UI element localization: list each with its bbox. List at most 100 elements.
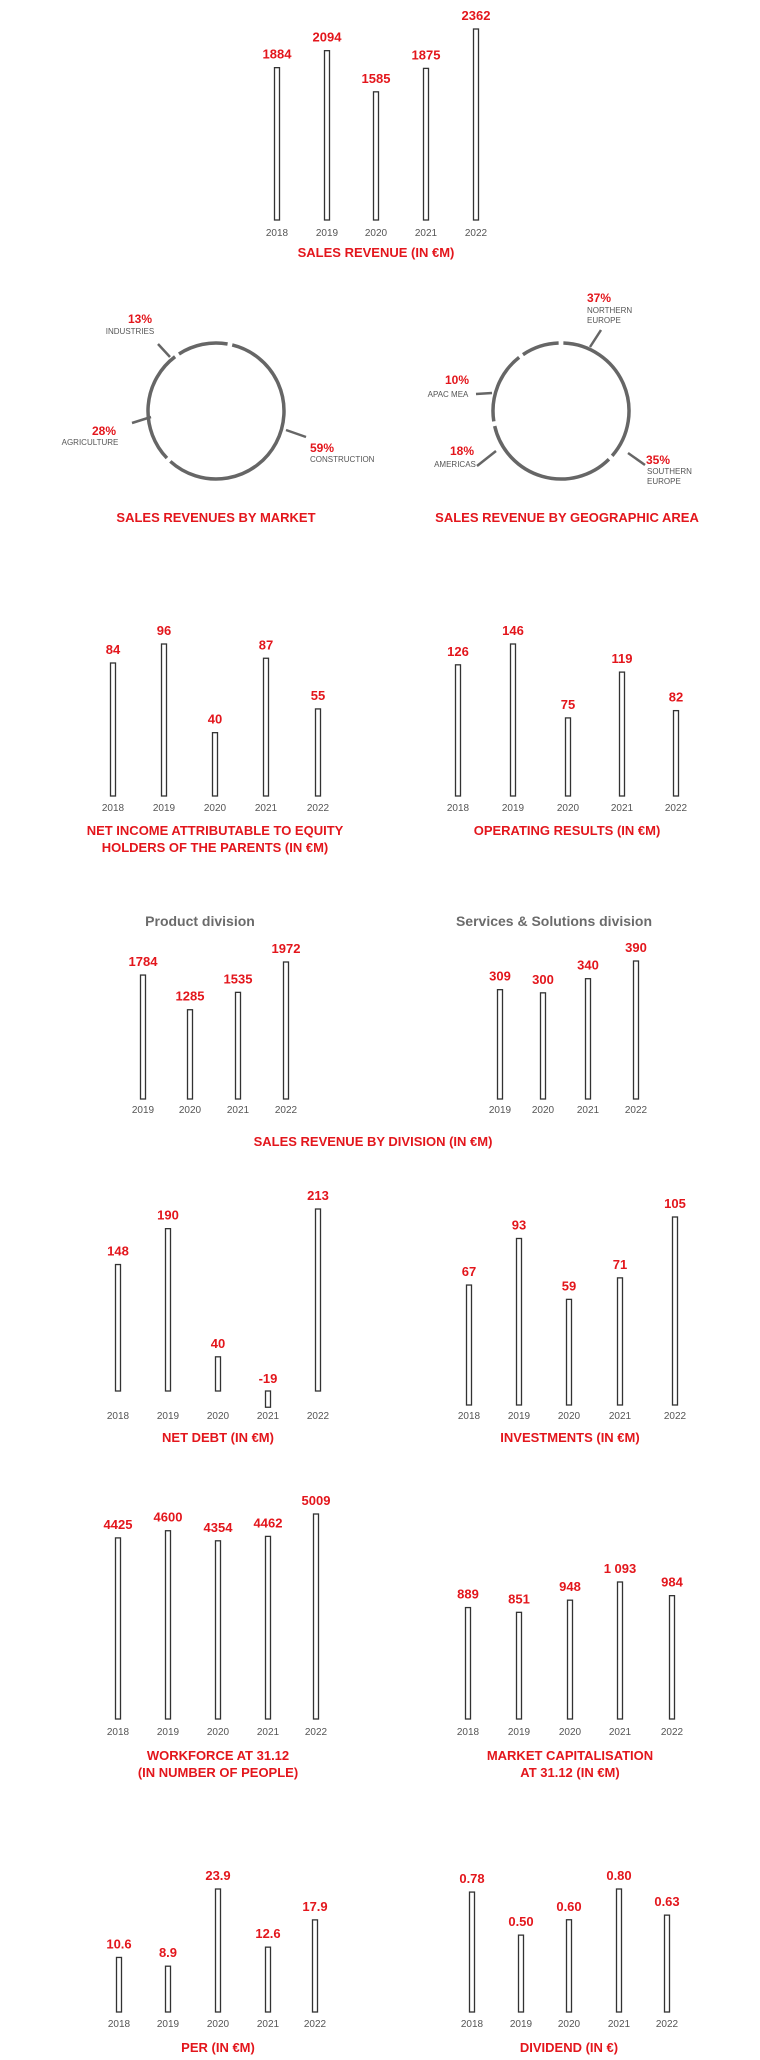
pie-slice [492, 425, 611, 481]
slice-percent: 59% [310, 441, 334, 455]
value-label: 1 093 [604, 1561, 637, 1576]
bar [115, 1956, 123, 2013]
bar [323, 50, 331, 221]
category-label: 2020 [207, 1411, 230, 1422]
bar [264, 1946, 272, 2013]
category-label: 2019 [132, 1105, 155, 1116]
value-label: 1585 [362, 71, 391, 86]
value-label: 4425 [104, 1517, 133, 1532]
pie-slice [521, 341, 559, 357]
value-label: 851 [508, 1591, 530, 1606]
bar [214, 1540, 222, 1720]
category-label: 2018 [457, 1727, 480, 1738]
value-label: 8.9 [159, 1945, 177, 1960]
pie-slice [563, 341, 631, 457]
slice-label: APAC MEA [428, 390, 469, 399]
bar [565, 1298, 573, 1406]
value-label: 71 [613, 1257, 627, 1272]
value-label: 4354 [204, 1520, 234, 1535]
category-label: 2022 [656, 2019, 679, 2030]
value-label: 948 [559, 1579, 581, 1594]
category-label: 2019 [508, 1411, 531, 1422]
chart-title: WORKFORCE AT 31.12 [147, 1748, 289, 1763]
slice-percent: 13% [128, 312, 152, 326]
slice-label: EUROPE [587, 316, 621, 325]
chart-title: INVESTMENTS (IN €M) [500, 1430, 639, 1445]
chart-title: NET INCOME ATTRIBUTABLE TO EQUITY [87, 823, 344, 838]
chart-title: SALES REVENUE (IN €M) [298, 245, 455, 260]
value-label: 190 [157, 1208, 179, 1223]
bar [616, 1277, 624, 1406]
chart-title: AT 31.12 (IN €M) [520, 1765, 619, 1780]
bar [464, 1606, 472, 1720]
value-label: 84 [106, 642, 121, 657]
slice-percent: 28% [92, 424, 116, 438]
slice-label: NORTHERN [587, 306, 632, 315]
value-label: 213 [307, 1188, 329, 1203]
donut-chart-1: 13%INDUSTRIES 59%CONSTRUCTION 28%AGRICULTU… [62, 312, 375, 525]
bar-chart-12: 0.78 2018 0.50 2019 0.60 2020 0.80 2021 0.63 2022… [459, 1868, 679, 2055]
bar [312, 1513, 320, 1720]
value-label: 984 [661, 1575, 683, 1590]
bar [114, 1537, 122, 1720]
category-label: 2019 [157, 2019, 180, 2030]
bar [496, 989, 504, 1100]
category-label: 2021 [608, 2019, 631, 2030]
pie-slice [146, 355, 177, 460]
value-label: 889 [457, 1587, 479, 1602]
value-label: 1285 [176, 989, 205, 1004]
category-label: 2020 [557, 803, 580, 814]
slice-label: SOUTHERN [647, 467, 692, 476]
leader-line [475, 391, 493, 396]
category-label: 2019 [508, 1727, 531, 1738]
category-label: 2020 [204, 803, 227, 814]
bar [616, 1581, 624, 1720]
bar [584, 978, 592, 1100]
category-label: 2020 [559, 1727, 582, 1738]
donut-chart-2: 37%NORTHERNEUROPE35%SOUTHERNEUROPE18%AME… [428, 291, 700, 525]
category-label: 2018 [107, 1411, 130, 1422]
value-label: 10.6 [106, 1936, 131, 1951]
value-label: 309 [489, 969, 511, 984]
value-label: 40 [211, 1336, 225, 1351]
category-label: 2018 [266, 228, 289, 239]
category-label: 2022 [465, 228, 488, 239]
leader-line [588, 329, 603, 348]
bar [186, 1009, 194, 1100]
value-label: 300 [532, 972, 554, 987]
value-label: 0.50 [508, 1914, 533, 1929]
bar [164, 1530, 172, 1720]
pie-slice [169, 343, 286, 481]
category-label: 2018 [107, 1727, 130, 1738]
slice-label: INDUSTRIES [106, 327, 154, 336]
category-label: 2018 [108, 2019, 131, 2030]
bar [372, 91, 380, 221]
bar [565, 1919, 573, 2013]
category-label: 2021 [255, 803, 278, 814]
category-label: 2021 [609, 1411, 632, 1422]
bar-chart-0: 1884 2018 2094 2019 1585 2020 1875 2021 2362 2022… [263, 8, 491, 260]
category-label: 2022 [661, 1727, 684, 1738]
chart-title: SALES REVENUES BY MARKET [116, 510, 315, 525]
slice-percent: 37% [587, 291, 611, 305]
value-label: 67 [462, 1264, 476, 1279]
bar [314, 708, 322, 797]
bar [314, 1208, 322, 1392]
value-label: 390 [625, 940, 647, 955]
bar [311, 1919, 319, 2013]
category-label: 2019 [489, 1105, 512, 1116]
bar [668, 1595, 676, 1720]
bar [515, 1611, 523, 1720]
value-label: 55 [311, 688, 325, 703]
slice-percent: 18% [450, 444, 474, 458]
category-label: 2021 [611, 803, 634, 814]
chart-title: PER (IN €M) [181, 2040, 255, 2055]
bar [214, 1888, 222, 2013]
value-label: 0.60 [556, 1899, 581, 1914]
bar [214, 1356, 222, 1392]
value-label: 119 [612, 651, 633, 666]
bar [264, 1390, 272, 1408]
bar [160, 643, 168, 797]
value-label: 87 [259, 637, 273, 652]
slice-label: CONSTRUCTION [310, 455, 375, 464]
